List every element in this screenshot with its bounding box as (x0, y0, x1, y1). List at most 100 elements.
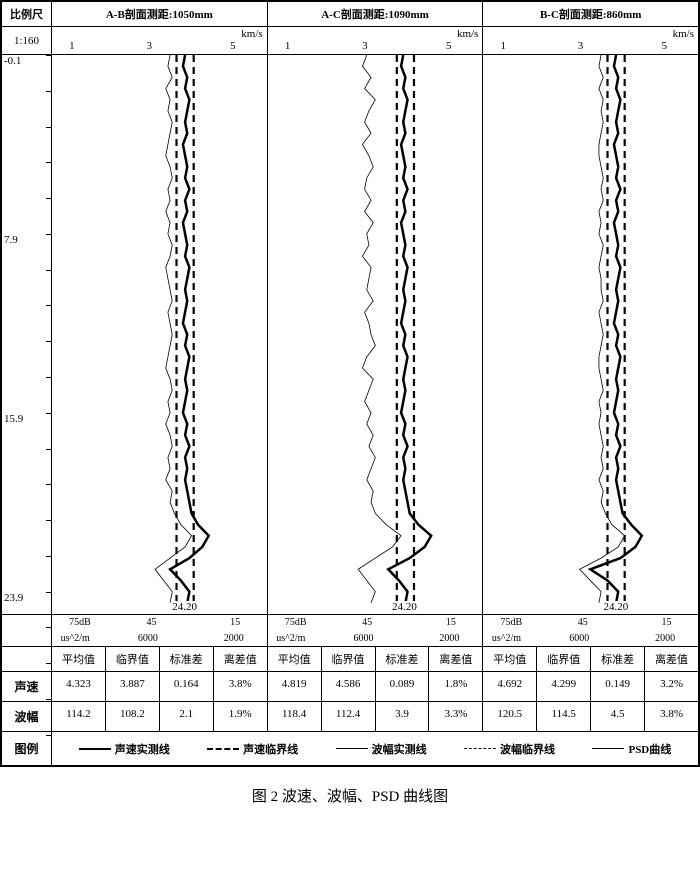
data-cell: 4.819 (268, 672, 322, 701)
legend-item: 波幅实测线 (336, 741, 427, 757)
data-cell: 2.1 (160, 702, 214, 731)
data-cell: 3.2% (645, 672, 698, 701)
bottom-tick: 75dB (285, 617, 307, 628)
bottom-tick: us^2/m (61, 633, 90, 644)
legend-text: 声速临界线 (243, 741, 298, 757)
depth-tick: 23.9 (4, 592, 23, 604)
data-cell: 118.4 (268, 702, 322, 731)
legend-row: 图例 声速实测线 声速临界线 波幅实测线 波幅临界线 PSD曲线 (2, 732, 698, 765)
legend-item: 声速临界线 (207, 741, 298, 757)
depth-marker: 24.20 (392, 601, 417, 613)
stat-header-cell: 临界值 (537, 647, 591, 671)
depth-axis: -0.17.915.923.9 (2, 55, 52, 614)
bottom-tick: 15 (230, 617, 240, 628)
panel-title-bc: B-C剖面测距:860mm (483, 2, 698, 26)
stat-header-cell: 离差值 (645, 647, 698, 671)
data-cell: 120.5 (483, 702, 537, 731)
panel-title-ac: A-C剖面测距:1090mm (268, 2, 484, 26)
bottom-tick: 6000 (138, 633, 158, 644)
data-cell: 4.299 (537, 672, 591, 701)
axis-tick: 3 (146, 40, 152, 52)
data-panel-a2: 120.5114.54.53.8% (483, 702, 698, 731)
data-cell: 0.164 (160, 672, 214, 701)
row-label-velocity: 声速 (2, 672, 52, 701)
row-label-amplitude: 波幅 (2, 702, 52, 731)
scale-label: 比例尺 (2, 2, 52, 26)
scale-value: 1:160 (2, 27, 52, 54)
bottom-tick: us^2/m (492, 633, 521, 644)
bottom-tick: 45 (578, 617, 588, 628)
legend-text: PSD曲线 (628, 741, 671, 757)
axis-unit: km/s (457, 28, 478, 40)
stat-header-cell: 临界值 (106, 647, 160, 671)
legend-label: 图例 (2, 732, 52, 765)
axis-tick: 5 (446, 40, 452, 52)
stat-header-cell: 标准差 (376, 647, 430, 671)
bottom-tick: us^2/m (276, 633, 305, 644)
bottom-tick: 2000 (439, 633, 459, 644)
legend-line-icon (464, 748, 496, 749)
legend-item: 声速实测线 (79, 741, 170, 757)
data-cell: 1.9% (214, 702, 267, 731)
legend-item: 波幅临界线 (464, 741, 555, 757)
data-cell: 114.2 (52, 702, 106, 731)
stat-header-cell: 平均值 (483, 647, 537, 671)
stat-header-panel-1: 平均值临界值标准差离差值 (268, 647, 484, 671)
depth-tick: 7.9 (4, 234, 18, 246)
panel-title-ab: A-B剖面测距:1050mm (52, 2, 268, 26)
bottom-axis-spacer (2, 615, 52, 646)
depth-marker: 24.20 (172, 601, 197, 613)
stat-header-row: 平均值临界值标准差离差值 平均值临界值标准差离差值 平均值临界值标准差离差值 (2, 647, 698, 672)
bottom-tick: 75dB (501, 617, 523, 628)
bottom-tick: 2000 (655, 633, 675, 644)
axis-unit: km/s (673, 28, 694, 40)
bottom-axis-panel-0: 75dB4515us^2/m60002000 (52, 615, 268, 646)
chart-panel-2: 24.20 (483, 55, 698, 614)
data-cell: 112.4 (322, 702, 376, 731)
stat-header-cell: 离差值 (214, 647, 267, 671)
data-cell: 0.089 (376, 672, 430, 701)
stat-header-cell: 平均值 (52, 647, 106, 671)
chart-container: 比例尺 A-B剖面测距:1050mm A-C剖面测距:1090mm B-C剖面测… (0, 0, 700, 767)
data-cell: 4.323 (52, 672, 106, 701)
top-axis-row: 1:160 km/s 1 3 5 km/s 1 3 5 km/s 1 3 5 (2, 27, 698, 55)
bottom-tick: 15 (662, 617, 672, 628)
stat-header-spacer (2, 647, 52, 671)
axis-tick: 1 (285, 40, 291, 52)
axis-tick: 3 (578, 40, 584, 52)
legend-line-icon (79, 748, 111, 750)
data-cell: 3.8% (214, 672, 267, 701)
top-axis-panel-1: km/s135 (268, 27, 484, 54)
data-panel-v0: 4.3233.8870.1643.8% (52, 672, 268, 701)
axis-tick: 1 (501, 40, 507, 52)
legend-line-icon (336, 748, 368, 749)
top-axis-panel-0: km/s135 (52, 27, 268, 54)
chart-row: -0.17.915.923.9 24.20 24.20 24.20 (2, 55, 698, 615)
bottom-tick: 45 (362, 617, 372, 628)
legend-line-icon (592, 748, 624, 749)
data-cell: 1.8% (429, 672, 482, 701)
bottom-axis-row: 75dB 45 15 us^2/m 6000 2000 75dB 45 15 us^2/m 600… (2, 615, 698, 647)
bottom-tick: 6000 (569, 633, 589, 644)
top-axis-panel-2: km/s 1 3 5 (483, 27, 698, 54)
axis-tick: 5 (662, 40, 668, 52)
bottom-tick: 15 (446, 617, 456, 628)
stat-header-cell: 标准差 (160, 647, 214, 671)
stat-header-cell: 临界值 (322, 647, 376, 671)
chart-svg (268, 55, 483, 614)
data-cell: 114.5 (537, 702, 591, 731)
legend-item: PSD曲线 (592, 741, 671, 757)
header-row: 比例尺 A-B剖面测距:1050mm A-C剖面测距:1090mm B-C剖面测… (2, 2, 698, 27)
bottom-tick: 75dB (69, 617, 91, 628)
data-cell: 3.3% (429, 702, 482, 731)
axis-unit: km/s (241, 28, 262, 40)
data-row-amplitude: 波幅 114.2108.22.11.9% 118.4112.43.93.3% 1… (2, 702, 698, 732)
data-cell: 3.9 (376, 702, 430, 731)
data-row-velocity: 声速 4.3233.8870.1643.8% 4.8194.5860.0891.… (2, 672, 698, 702)
data-panel-v2: 4.6924.2990.1493.2% (483, 672, 698, 701)
stat-header-cell: 平均值 (268, 647, 322, 671)
data-panel-a0: 114.2108.22.11.9% (52, 702, 268, 731)
stat-header-cell: 离差值 (429, 647, 482, 671)
axis-tick: 5 (230, 40, 236, 52)
legend-text: 波幅实测线 (372, 741, 427, 757)
